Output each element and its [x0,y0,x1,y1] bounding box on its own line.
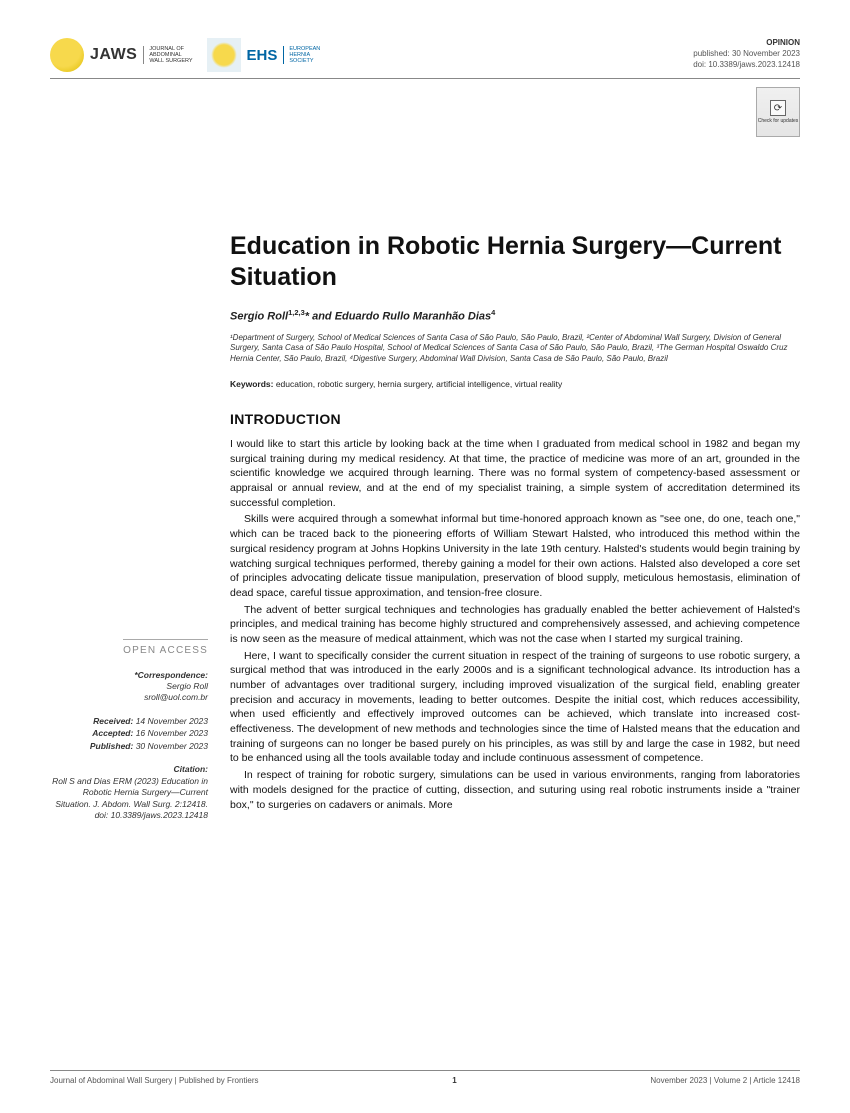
keywords-text: education, robotic surgery, hernia surge… [273,379,562,389]
check-updates-badge[interactable]: ⟳ Check for updates [756,87,800,137]
received-label: Received: [93,716,133,726]
paragraph: Skills were acquired through a somewhat … [230,512,800,600]
open-access-label: OPEN ACCESS [123,639,208,658]
dates-block: Received: 14 November 2023 Accepted: 16 … [50,716,208,752]
paragraph: In respect of training for robotic surge… [230,768,800,812]
jaws-logo-label: JOURNAL OF ABDOMINAL WALL SURGERY [143,46,192,64]
keywords: Keywords: education, robotic surgery, he… [230,379,800,389]
page-header: JAWS JOURNAL OF ABDOMINAL WALL SURGERY E… [50,38,800,72]
article-type: OPINION [693,38,800,49]
ehs-logo: EHS EUROPEAN HERNIA SOCIETY [207,38,321,72]
footer-page-number: 1 [452,1076,456,1085]
jaws-logo-icon [50,38,84,72]
published-label: Published: [90,741,133,751]
header-meta: OPINION published: 30 November 2023 doi:… [693,38,800,70]
citation-label: Citation: [50,764,208,775]
author-1-sup: 1,2,3 [288,308,305,317]
paragraph: Here, I want to specifically consider th… [230,649,800,767]
citation-block: Citation: Roll S and Dias ERM (2023) Edu… [50,764,208,821]
check-updates-icon: ⟳ [770,100,786,116]
received-date: 14 November 2023 [133,716,208,726]
page-footer: Journal of Abdominal Wall Surgery | Publ… [50,1070,800,1085]
ehs-logo-icon [207,38,241,72]
article-content: Education in Robotic Hernia Surgery—Curr… [230,231,800,834]
keywords-label: Keywords: [230,379,273,389]
affiliations: ¹Department of Surgery, School of Medica… [230,333,800,365]
correspondence-block: *Correspondence: Sergio Roll sroll@uol.c… [50,670,208,704]
accepted-date: 16 November 2023 [133,728,208,738]
correspondence-email[interactable]: sroll@uol.com.br [50,692,208,703]
paragraph: I would like to start this article by lo… [230,437,800,510]
article-title: Education in Robotic Hernia Surgery—Curr… [230,231,800,292]
check-updates-label: Check for updates [758,118,799,124]
accepted-label: Accepted: [92,728,133,738]
ehs-logo-text: EHS [247,47,278,64]
author-1: Sergio Roll [230,311,288,323]
correspondence-label: *Correspondence: [50,670,208,681]
sidebar: OPEN ACCESS *Correspondence: Sergio Roll… [50,231,208,834]
footer-left: Journal of Abdominal Wall Surgery | Publ… [50,1076,259,1085]
doi-line: doi: 10.3389/jaws.2023.12418 [693,60,800,71]
logo-group: JAWS JOURNAL OF ABDOMINAL WALL SURGERY E… [50,38,320,72]
section-heading-intro: INTRODUCTION [230,411,800,427]
correspondence-name: Sergio Roll [50,681,208,692]
footer-right: November 2023 | Volume 2 | Article 12418 [650,1076,800,1085]
published-date: 30 November 2023 [133,741,208,751]
jaws-logo: JAWS JOURNAL OF ABDOMINAL WALL SURGERY [50,38,193,72]
citation-text: Roll S and Dias ERM (2023) Education in … [50,776,208,822]
author-2-sup: 4 [491,308,495,317]
author-and: and Eduardo Rullo Maranhão Dias [309,311,491,323]
authors: Sergio Roll1,2,3* and Eduardo Rullo Mara… [230,308,800,323]
body-text: I would like to start this article by lo… [230,437,800,812]
jaws-logo-text: JAWS [90,46,137,64]
published-line: published: 30 November 2023 [693,49,800,60]
ehs-logo-label: EUROPEAN HERNIA SOCIETY [283,46,320,64]
header-divider [50,78,800,79]
paragraph: The advent of better surgical techniques… [230,603,800,647]
